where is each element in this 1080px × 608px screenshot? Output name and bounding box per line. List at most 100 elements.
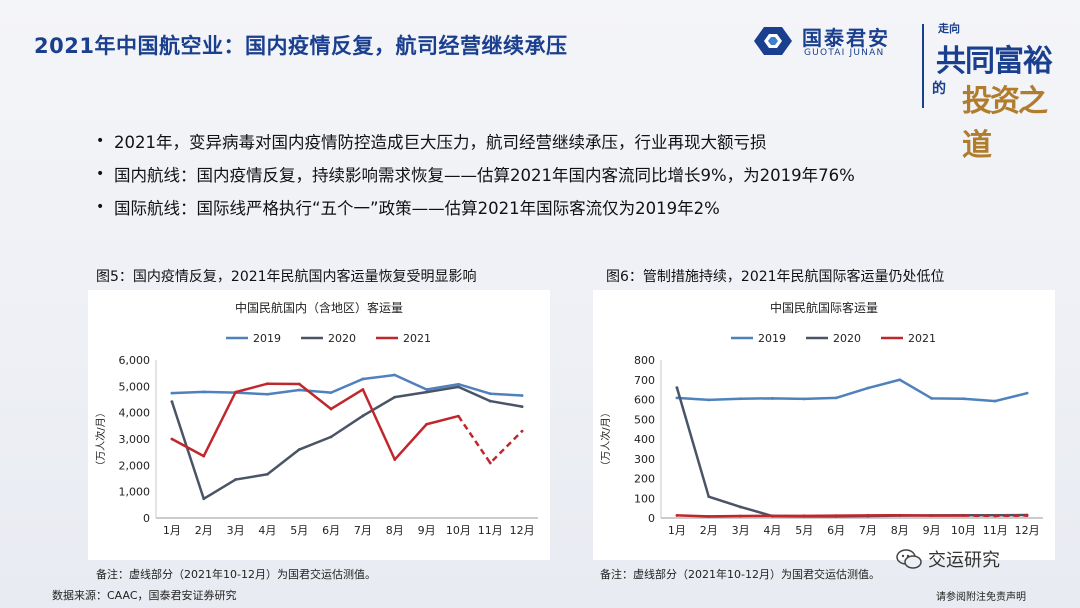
data-point-2019 xyxy=(930,396,933,400)
logo-chinese-name: 国泰君安 xyxy=(802,26,890,50)
y-axis-label: （万人次/月） xyxy=(94,407,107,470)
y-tick-label: 300 xyxy=(634,453,655,466)
data-point-2020 xyxy=(457,385,460,389)
data-point-2021 xyxy=(202,454,206,458)
data-point-2019 xyxy=(393,373,397,377)
data-point-2019 xyxy=(802,397,806,401)
x-tick-label: 12月 xyxy=(1015,524,1040,537)
series-line-2021 xyxy=(676,513,964,518)
page-title: 2021年中国航空业：国内疫情反复，航司经营继续承压 xyxy=(34,34,568,58)
data-point-2019 xyxy=(707,398,711,402)
x-tick-label: 5月 xyxy=(795,524,813,537)
data-point-2021 xyxy=(866,514,870,517)
data-point-2019 xyxy=(993,399,997,403)
x-tick-label: 6月 xyxy=(827,524,845,537)
data-point-2019 xyxy=(202,390,206,394)
company-logo: 国泰君安 GUOTAI JUNAN xyxy=(750,22,910,62)
x-tick-label: 8月 xyxy=(386,524,404,537)
data-point-2021 xyxy=(425,422,428,426)
logo-icon xyxy=(754,27,792,55)
domestic-passenger-chart: 中国民航国内（含地区）客运量 2019 2020 2021 0 1,000 2,000 3,0… xyxy=(94,300,538,537)
data-point-2020 xyxy=(488,399,492,403)
series-line-estimate-2021 xyxy=(457,415,523,465)
data-point-2019 xyxy=(361,377,365,381)
data-point-2021 xyxy=(297,382,301,386)
data-point-2019 xyxy=(739,397,742,401)
series-line-2021 xyxy=(171,382,459,461)
data-point-2021 xyxy=(834,514,838,518)
figure-5-title: 图5：国内疫情反复，2021年民航国内客运量恢复受明显影响 xyxy=(96,269,477,285)
header-divider xyxy=(922,24,924,108)
data-point-2019 xyxy=(297,388,301,392)
data-point-2020 xyxy=(202,497,206,501)
slogan-part-4: 投资之道 xyxy=(962,84,1048,163)
x-tick-label: 11月 xyxy=(983,524,1008,537)
data-point-2019 xyxy=(962,397,965,401)
slogan-part-1: 走向 xyxy=(938,22,960,35)
legend-label-2020: 2020 xyxy=(328,332,356,345)
y-axis-label: （万人次/月） xyxy=(599,407,612,470)
data-point-2021 xyxy=(675,514,679,517)
data-point-2019 xyxy=(457,382,460,386)
x-tick-label: 1月 xyxy=(668,524,686,537)
data-point-2020 xyxy=(361,414,365,418)
y-tick-label: 700 xyxy=(634,374,655,387)
slogan: 走向 共同富裕 的 投资之道 xyxy=(932,18,1062,163)
data-point-2021 xyxy=(993,514,997,518)
y-tick-label: 1,000 xyxy=(119,486,151,499)
data-point-2021 xyxy=(488,461,492,465)
x-tick-label: 10月 xyxy=(446,524,471,537)
figure-5-note: 备注：虚线部分（2021年10-12月）为国君交运估测值。 xyxy=(96,568,376,581)
y-tick-label: 0 xyxy=(143,512,150,525)
bullet-marker: • xyxy=(96,198,105,215)
y-tick-label: 5,000 xyxy=(119,380,151,393)
y-tick-label: 6,000 xyxy=(119,354,151,367)
data-point-2019 xyxy=(1025,391,1029,395)
data-point-2020 xyxy=(297,448,301,451)
y-tick-label: 200 xyxy=(634,473,655,486)
chart-title: 中国民航国际客运量 xyxy=(770,300,878,315)
legend-label-2021: 2021 xyxy=(908,332,936,345)
slogan-part-2: 共同富裕 xyxy=(936,44,1053,79)
data-point-2019 xyxy=(520,394,524,397)
bullet-list: • 2021年，变异病毒对国内疫情防控造成巨大压力，航司经营继续承压，行业再现大… xyxy=(96,124,855,223)
bullet-text: 2021年，变异病毒对国内疫情防控造成巨大压力，航司经营继续承压，行业再现大额亏… xyxy=(114,132,767,152)
y-tick-label: 400 xyxy=(634,433,655,446)
chart-panel-international: 中国民航国际客运量 2019 2020 2021 0 100 200 300 400 500 600… xyxy=(593,290,1055,560)
data-point-2021 xyxy=(266,382,269,386)
wechat-account-name: 交运研究 xyxy=(928,550,1000,571)
data-point-2020 xyxy=(393,395,397,399)
x-tick-label: 1月 xyxy=(163,524,181,537)
y-tick-label: 100 xyxy=(634,492,655,505)
data-point-2021 xyxy=(234,390,237,394)
x-tick-label: 11月 xyxy=(478,524,503,537)
legend-label-2021: 2021 xyxy=(403,332,431,345)
series-line-2020 xyxy=(675,387,1028,518)
bullet-item: • 2021年，变异病毒对国内疫情防控造成巨大压力，航司经营继续承压，行业再现大… xyxy=(96,124,855,157)
legend-label-2020: 2020 xyxy=(833,332,861,345)
data-point-2021 xyxy=(707,515,711,518)
series-line-2020 xyxy=(170,385,523,501)
data-point-2021 xyxy=(1025,514,1029,518)
data-point-2020 xyxy=(170,400,174,404)
x-tick-label: 4月 xyxy=(258,524,276,537)
data-point-2019 xyxy=(675,396,679,400)
data-point-2020 xyxy=(234,478,237,481)
x-tick-label: 7月 xyxy=(354,524,372,537)
figure-6-note: 备注：虚线部分（2021年10-12月）为国君交运估测值。 xyxy=(600,568,880,581)
y-tick-label: 600 xyxy=(634,394,655,407)
series-line-2019 xyxy=(171,373,523,397)
bullet-text: 国际航线：国际线严格执行“五个一”政策——估算2021年国际客流仅为2019年2… xyxy=(114,198,720,218)
data-point-2021 xyxy=(739,514,742,518)
data-point-2021 xyxy=(361,388,365,391)
data-point-2019 xyxy=(425,388,428,391)
data-point-2021 xyxy=(329,407,333,411)
data-point-2021 xyxy=(170,437,174,441)
y-tick-label: 3,000 xyxy=(119,433,151,446)
data-point-2020 xyxy=(675,386,679,390)
data-point-2019 xyxy=(898,378,902,382)
data-point-2019 xyxy=(329,391,333,395)
bullet-item: • 国内航线：国内疫情反复，持续影响需求恢复——估算2021年国内客流同比增长9… xyxy=(96,157,855,190)
data-point-2020 xyxy=(266,472,269,476)
chart-title: 中国民航国内（含地区）客运量 xyxy=(235,300,403,315)
